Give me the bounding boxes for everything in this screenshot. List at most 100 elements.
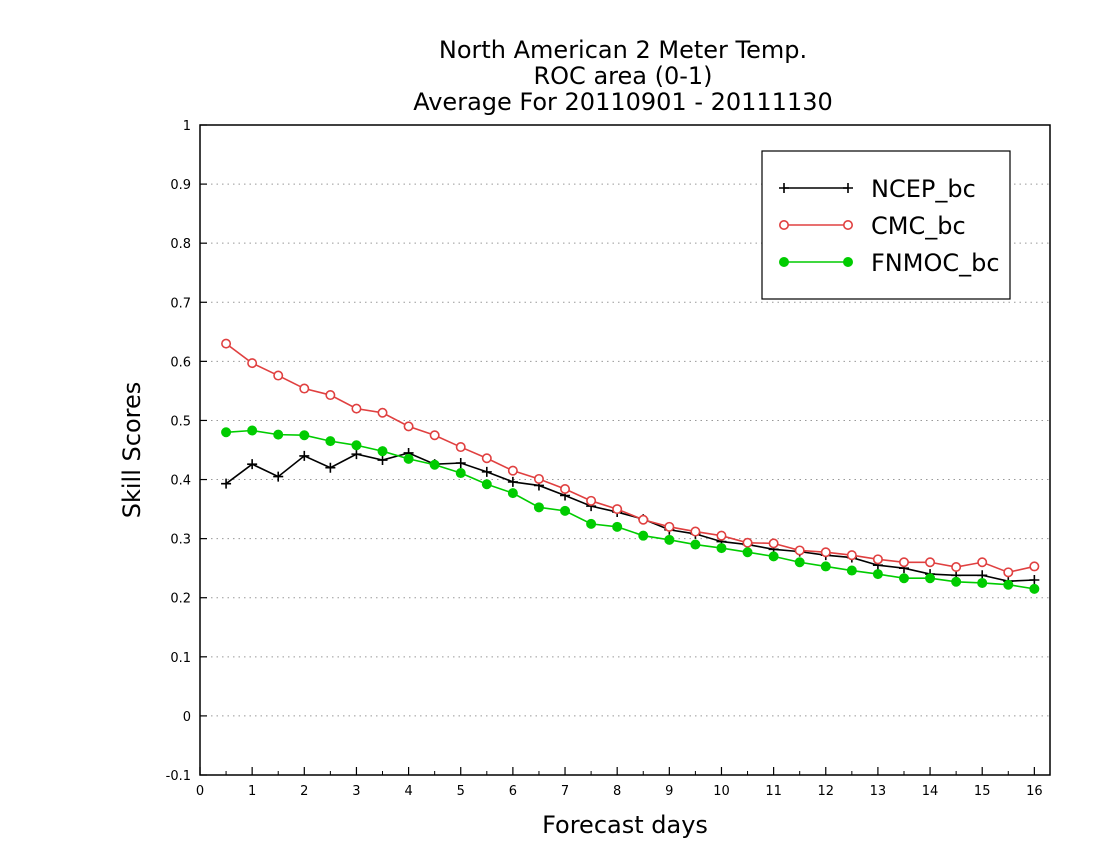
x-axis: 0 1 2 3 4 5 6 7 8 9 10 11 12 13 14 15 16 <box>196 767 1043 799</box>
series-line <box>225 342 1035 574</box>
legend-label: CMC_bc <box>871 212 966 240</box>
data-point-open-circle <box>273 370 284 381</box>
data-point-open-circle <box>768 538 779 549</box>
data-point-open-circle <box>716 530 727 541</box>
legend: NCEP_bc CMC_bc FNMOC_bc <box>761 150 1011 300</box>
x-tick-label: 5 <box>457 784 465 799</box>
data-point-filled-circle <box>846 565 857 576</box>
x-tick-label: 8 <box>613 784 621 799</box>
data-point-open-circle <box>794 545 805 556</box>
x-axis-label: Forecast days <box>542 811 708 839</box>
data-point-open-circle <box>664 521 675 532</box>
data-point-open-circle <box>299 383 310 394</box>
data-point-plus <box>377 455 388 466</box>
data-point-filled-circle <box>273 429 284 440</box>
x-tick-label: 11 <box>765 784 782 799</box>
data-point-filled-circle <box>351 440 362 451</box>
data-point-filled-circle <box>403 453 414 464</box>
data-point-open-circle <box>1029 561 1040 572</box>
data-point-open-circle <box>638 514 649 525</box>
series-line <box>226 429 1035 590</box>
legend-item-CMC_bc: CMC_bc <box>778 212 966 240</box>
data-point-plus <box>325 462 336 473</box>
data-point-plus <box>455 458 466 468</box>
x-tick-label: 13 <box>870 784 887 799</box>
data-point-filled-circle <box>481 479 492 490</box>
data-point-plus <box>1029 575 1040 585</box>
data-point-open-circle <box>455 442 466 453</box>
data-point-filled-circle <box>977 577 988 588</box>
data-point-open-circle <box>1003 567 1014 578</box>
data-point-filled-circle <box>638 530 649 541</box>
y-tick-label: 1 <box>183 119 191 134</box>
y-tick-label: 0.4 <box>170 474 191 489</box>
x-tick-label: 7 <box>561 784 569 799</box>
data-point-plus <box>779 183 789 193</box>
data-point-open-circle <box>586 495 597 506</box>
legend-item-FNMOC_bc: FNMOC_bc <box>779 249 1000 277</box>
data-point-filled-circle <box>716 543 727 554</box>
y-tick-label: 0.8 <box>170 237 191 252</box>
x-tick-label: 4 <box>404 784 412 799</box>
data-point-open-circle <box>403 421 414 432</box>
data-point-filled-circle <box>455 468 466 479</box>
data-point-open-circle <box>742 537 753 548</box>
data-point-open-circle <box>977 557 988 568</box>
data-point-filled-circle <box>429 459 440 470</box>
chart-title-line-1: North American 2 Meter Temp. <box>439 36 807 64</box>
data-point-open-circle <box>820 547 831 558</box>
x-tick-label: 14 <box>922 784 939 799</box>
x-tick-label: 2 <box>300 784 308 799</box>
data-point-filled-circle <box>872 569 883 580</box>
data-point-filled-circle <box>768 551 779 562</box>
data-point-filled-circle <box>221 427 232 438</box>
data-point-open-circle <box>846 550 857 561</box>
data-point-plus <box>221 478 232 489</box>
y-tick-label: 0.9 <box>170 178 191 193</box>
data-point-filled-circle <box>586 518 597 529</box>
data-point-open-circle <box>872 554 883 565</box>
data-point-filled-circle <box>820 561 831 572</box>
x-tick-label: 1 <box>248 784 256 799</box>
data-point-filled-circle <box>507 488 518 499</box>
x-tick-label: 3 <box>352 784 360 799</box>
data-point-plus <box>273 471 284 482</box>
data-point-filled-circle <box>664 534 675 545</box>
y-tick-label: 0.1 <box>170 651 191 666</box>
data-point-open-circle <box>951 561 962 572</box>
data-point-filled-circle <box>794 557 805 568</box>
y-tick-label: 0.6 <box>170 355 191 370</box>
data-point-open-circle <box>898 557 909 568</box>
data-point-open-circle <box>560 483 571 494</box>
chart-title-line-2: ROC area (0-1) <box>533 62 712 90</box>
data-point-filled-circle <box>1029 583 1040 594</box>
data-point-filled-circle <box>247 425 258 436</box>
data-point-plus <box>299 450 310 461</box>
x-tick-label: 15 <box>974 784 991 799</box>
data-point-open-circle <box>778 220 789 231</box>
data-point-filled-circle <box>898 573 909 584</box>
data-point-plus <box>247 459 258 470</box>
data-point-filled-circle <box>843 257 853 267</box>
data-point-filled-circle <box>299 430 310 441</box>
data-point-filled-circle <box>560 505 571 516</box>
data-point-open-circle <box>612 504 623 515</box>
plot-frame <box>199 124 1051 776</box>
data-point-filled-circle <box>533 502 544 513</box>
data-point-open-circle <box>925 557 936 568</box>
series-FNMOC_bc <box>221 425 1040 594</box>
data-point-open-circle <box>429 430 440 441</box>
data-point-plus <box>481 466 492 477</box>
series-NCEP_bc <box>221 447 1040 587</box>
data-point-open-circle <box>842 220 853 231</box>
y-tick-label: 0 <box>183 710 191 725</box>
x-tick-label: 0 <box>196 784 204 799</box>
grid-lines <box>200 183 1050 717</box>
y-axis-label: Skill Scores <box>118 382 146 519</box>
legend-label: NCEP_bc <box>871 175 976 203</box>
x-tick-label: 10 <box>713 784 730 799</box>
data-point-open-circle <box>481 453 492 464</box>
data-point-filled-circle <box>325 436 336 447</box>
x-tick-label: 12 <box>817 784 834 799</box>
